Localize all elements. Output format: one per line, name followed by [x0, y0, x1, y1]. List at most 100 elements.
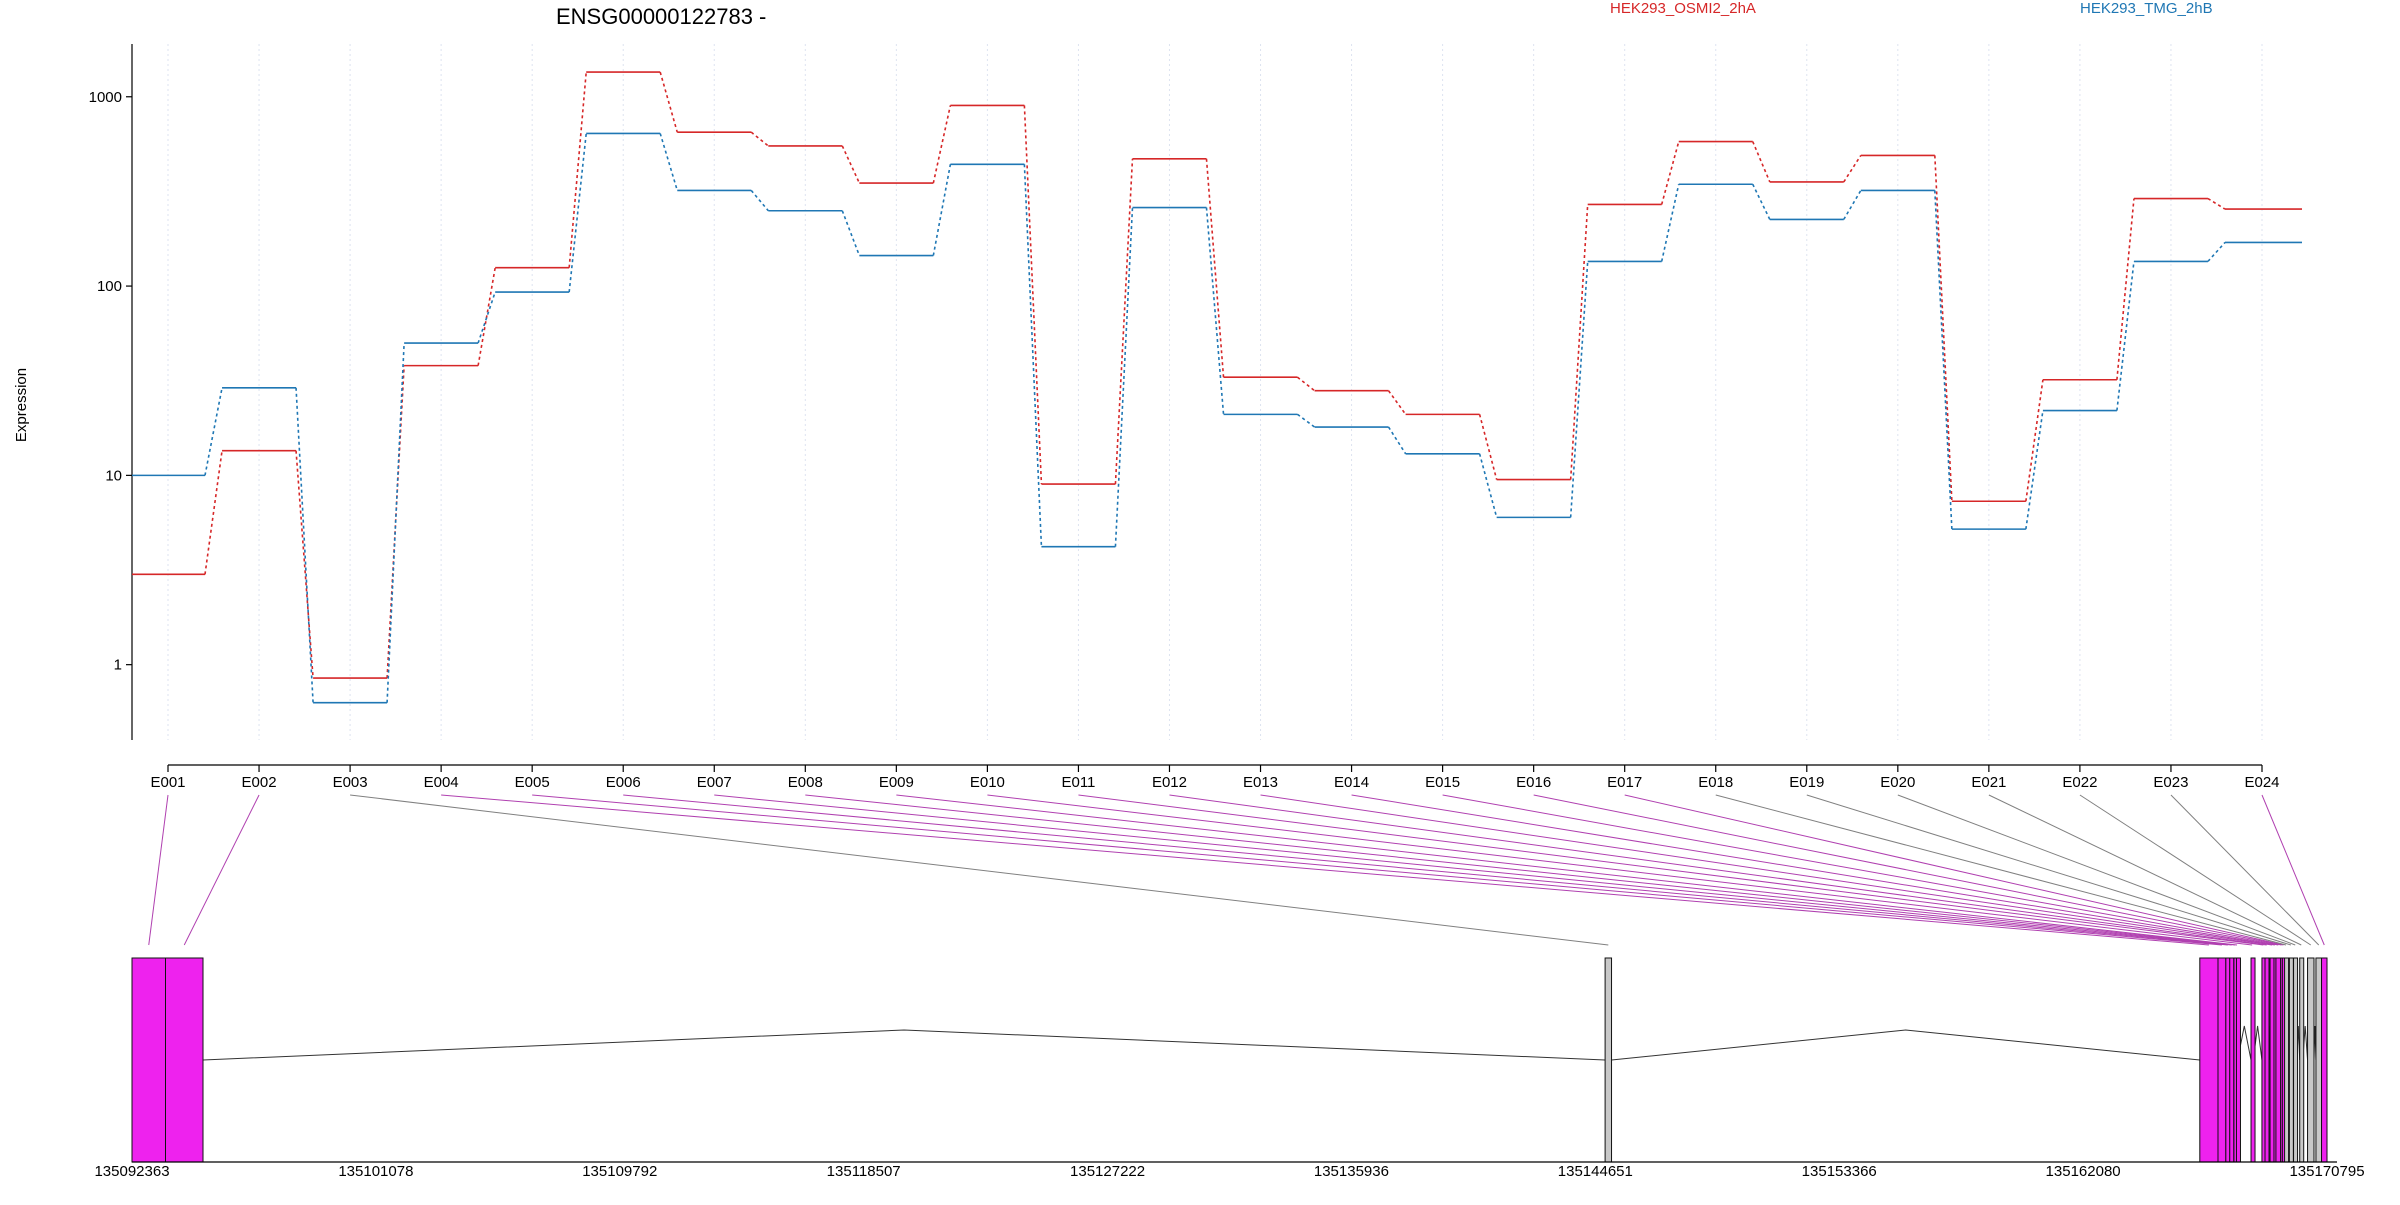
series-connector: [1023, 105, 1043, 485]
series-connector: [1843, 190, 1862, 220]
exon-box: [2235, 957, 2241, 1163]
genomic-tick-label: 135153366: [1802, 1163, 1877, 1180]
intron-line: [1611, 1029, 2200, 1061]
x-tick-label: E023: [2153, 774, 2188, 791]
gene-model: 135092363 135101078 135109792 135118507 1351…: [94, 794, 2365, 1180]
intron-line: [202, 1029, 1606, 1061]
exon-box: [2229, 957, 2235, 1163]
series-connector: [841, 145, 861, 184]
series-connector: [1297, 376, 1316, 392]
series-connector: [1569, 204, 1589, 480]
exon-connector: [896, 794, 2238, 946]
y-axis-label: Expression: [13, 368, 30, 442]
series-connector: [568, 133, 588, 293]
exon-box: [2275, 957, 2282, 1163]
x-tick-label: E004: [424, 774, 459, 791]
series-connector: [1660, 141, 1680, 205]
exon-connector: [1533, 794, 2282, 946]
exon-connector: [2261, 794, 2325, 946]
series-connector: [1023, 164, 1043, 547]
series-connector: [568, 72, 588, 268]
y-tick-label: 10: [105, 467, 122, 484]
exon-box: [2269, 957, 2275, 1163]
y-tick-label: 1: [114, 657, 122, 674]
exon-box: [164, 957, 204, 1163]
x-tick-label: E020: [1880, 774, 1915, 791]
exon-connector: [1988, 794, 2302, 946]
exon-connector: [441, 794, 2209, 946]
exon-box: [2307, 957, 2315, 1163]
x-tick-label: E019: [1789, 774, 1824, 791]
series-osmi2: [132, 71, 2302, 679]
series-connector: [477, 267, 496, 366]
x-tick-label: E014: [1334, 774, 1369, 791]
exon-box: [2293, 957, 2299, 1163]
series-connector: [2207, 241, 2226, 262]
series-connector: [1752, 183, 1771, 220]
series-connector: [750, 131, 769, 147]
x-tick-label: E012: [1152, 774, 1187, 791]
series-connector: [659, 133, 679, 191]
series-connector: [1205, 158, 1225, 378]
exon-box: [2250, 957, 2256, 1163]
exon-connector: [714, 794, 2232, 946]
exon-box: [1604, 957, 1613, 1163]
series-connector: [295, 387, 314, 703]
x-tick-label: E017: [1607, 774, 1642, 791]
legend-entry-tmg: HEK293_TMG_2hB: [2080, 0, 2213, 17]
series-connector: [1114, 207, 1134, 547]
exon-connector: [805, 794, 2236, 946]
series-connector: [2116, 261, 2135, 411]
exon-box: [2288, 957, 2294, 1163]
genomic-tick-label: 135127222: [1070, 1163, 1145, 1180]
exon-connector: [1442, 794, 2279, 946]
exon-connector: [532, 794, 2222, 946]
series-connector: [2207, 197, 2226, 210]
x-tick-label: E018: [1698, 774, 1733, 791]
x-tick-label: E024: [2244, 774, 2279, 791]
series-connector: [1660, 184, 1680, 262]
series-connector: [477, 291, 496, 344]
x-tick-label: E015: [1425, 774, 1460, 791]
exon-box: [2315, 957, 2323, 1163]
genomic-tick-label: 135092363: [94, 1163, 169, 1180]
series-connector: [386, 343, 405, 703]
exon-box: [2321, 957, 2328, 1163]
x-tick-label: E002: [242, 774, 277, 791]
exon-box: [2299, 957, 2305, 1163]
exon-box: [2199, 957, 2219, 1163]
exon-connector: [987, 794, 2253, 946]
exon-connector: [2079, 794, 2312, 946]
series-connector: [659, 71, 679, 133]
x-tick-label: E007: [697, 774, 732, 791]
x-tick-label: E001: [150, 774, 185, 791]
series-connector: [1752, 141, 1771, 183]
series-connector: [1843, 154, 1862, 183]
exon-connector: [350, 794, 1609, 946]
series-tmg: [132, 132, 2302, 704]
exon-connector: [1078, 794, 2264, 946]
exon-connector: [2170, 794, 2320, 946]
series-connector: [750, 189, 769, 212]
exon-box: [2217, 957, 2227, 1163]
x-tick-label: E005: [515, 774, 550, 791]
series-connector: [1478, 453, 1498, 518]
x-tick-label: E008: [788, 774, 823, 791]
series-connector: [204, 387, 223, 476]
genomic-tick-label: 135118507: [827, 1163, 901, 1180]
x-tick-label: E022: [2062, 774, 2097, 791]
exon-connector: [1169, 794, 2267, 946]
series-connector: [1114, 158, 1134, 485]
series-connector: [932, 164, 952, 256]
series-connector: [295, 450, 314, 679]
series-connector: [932, 105, 952, 184]
y-tick-label: 100: [97, 278, 122, 295]
exon-connector: [1624, 794, 2284, 946]
x-tick-label: E013: [1243, 774, 1278, 791]
exon-connector: [1351, 794, 2275, 946]
series-connector: [2025, 379, 2044, 502]
genomic-tick-label: 135170795: [2289, 1163, 2364, 1180]
genomic-tick-label: 135135936: [1314, 1163, 1389, 1180]
x-tick-label: E003: [333, 774, 368, 791]
